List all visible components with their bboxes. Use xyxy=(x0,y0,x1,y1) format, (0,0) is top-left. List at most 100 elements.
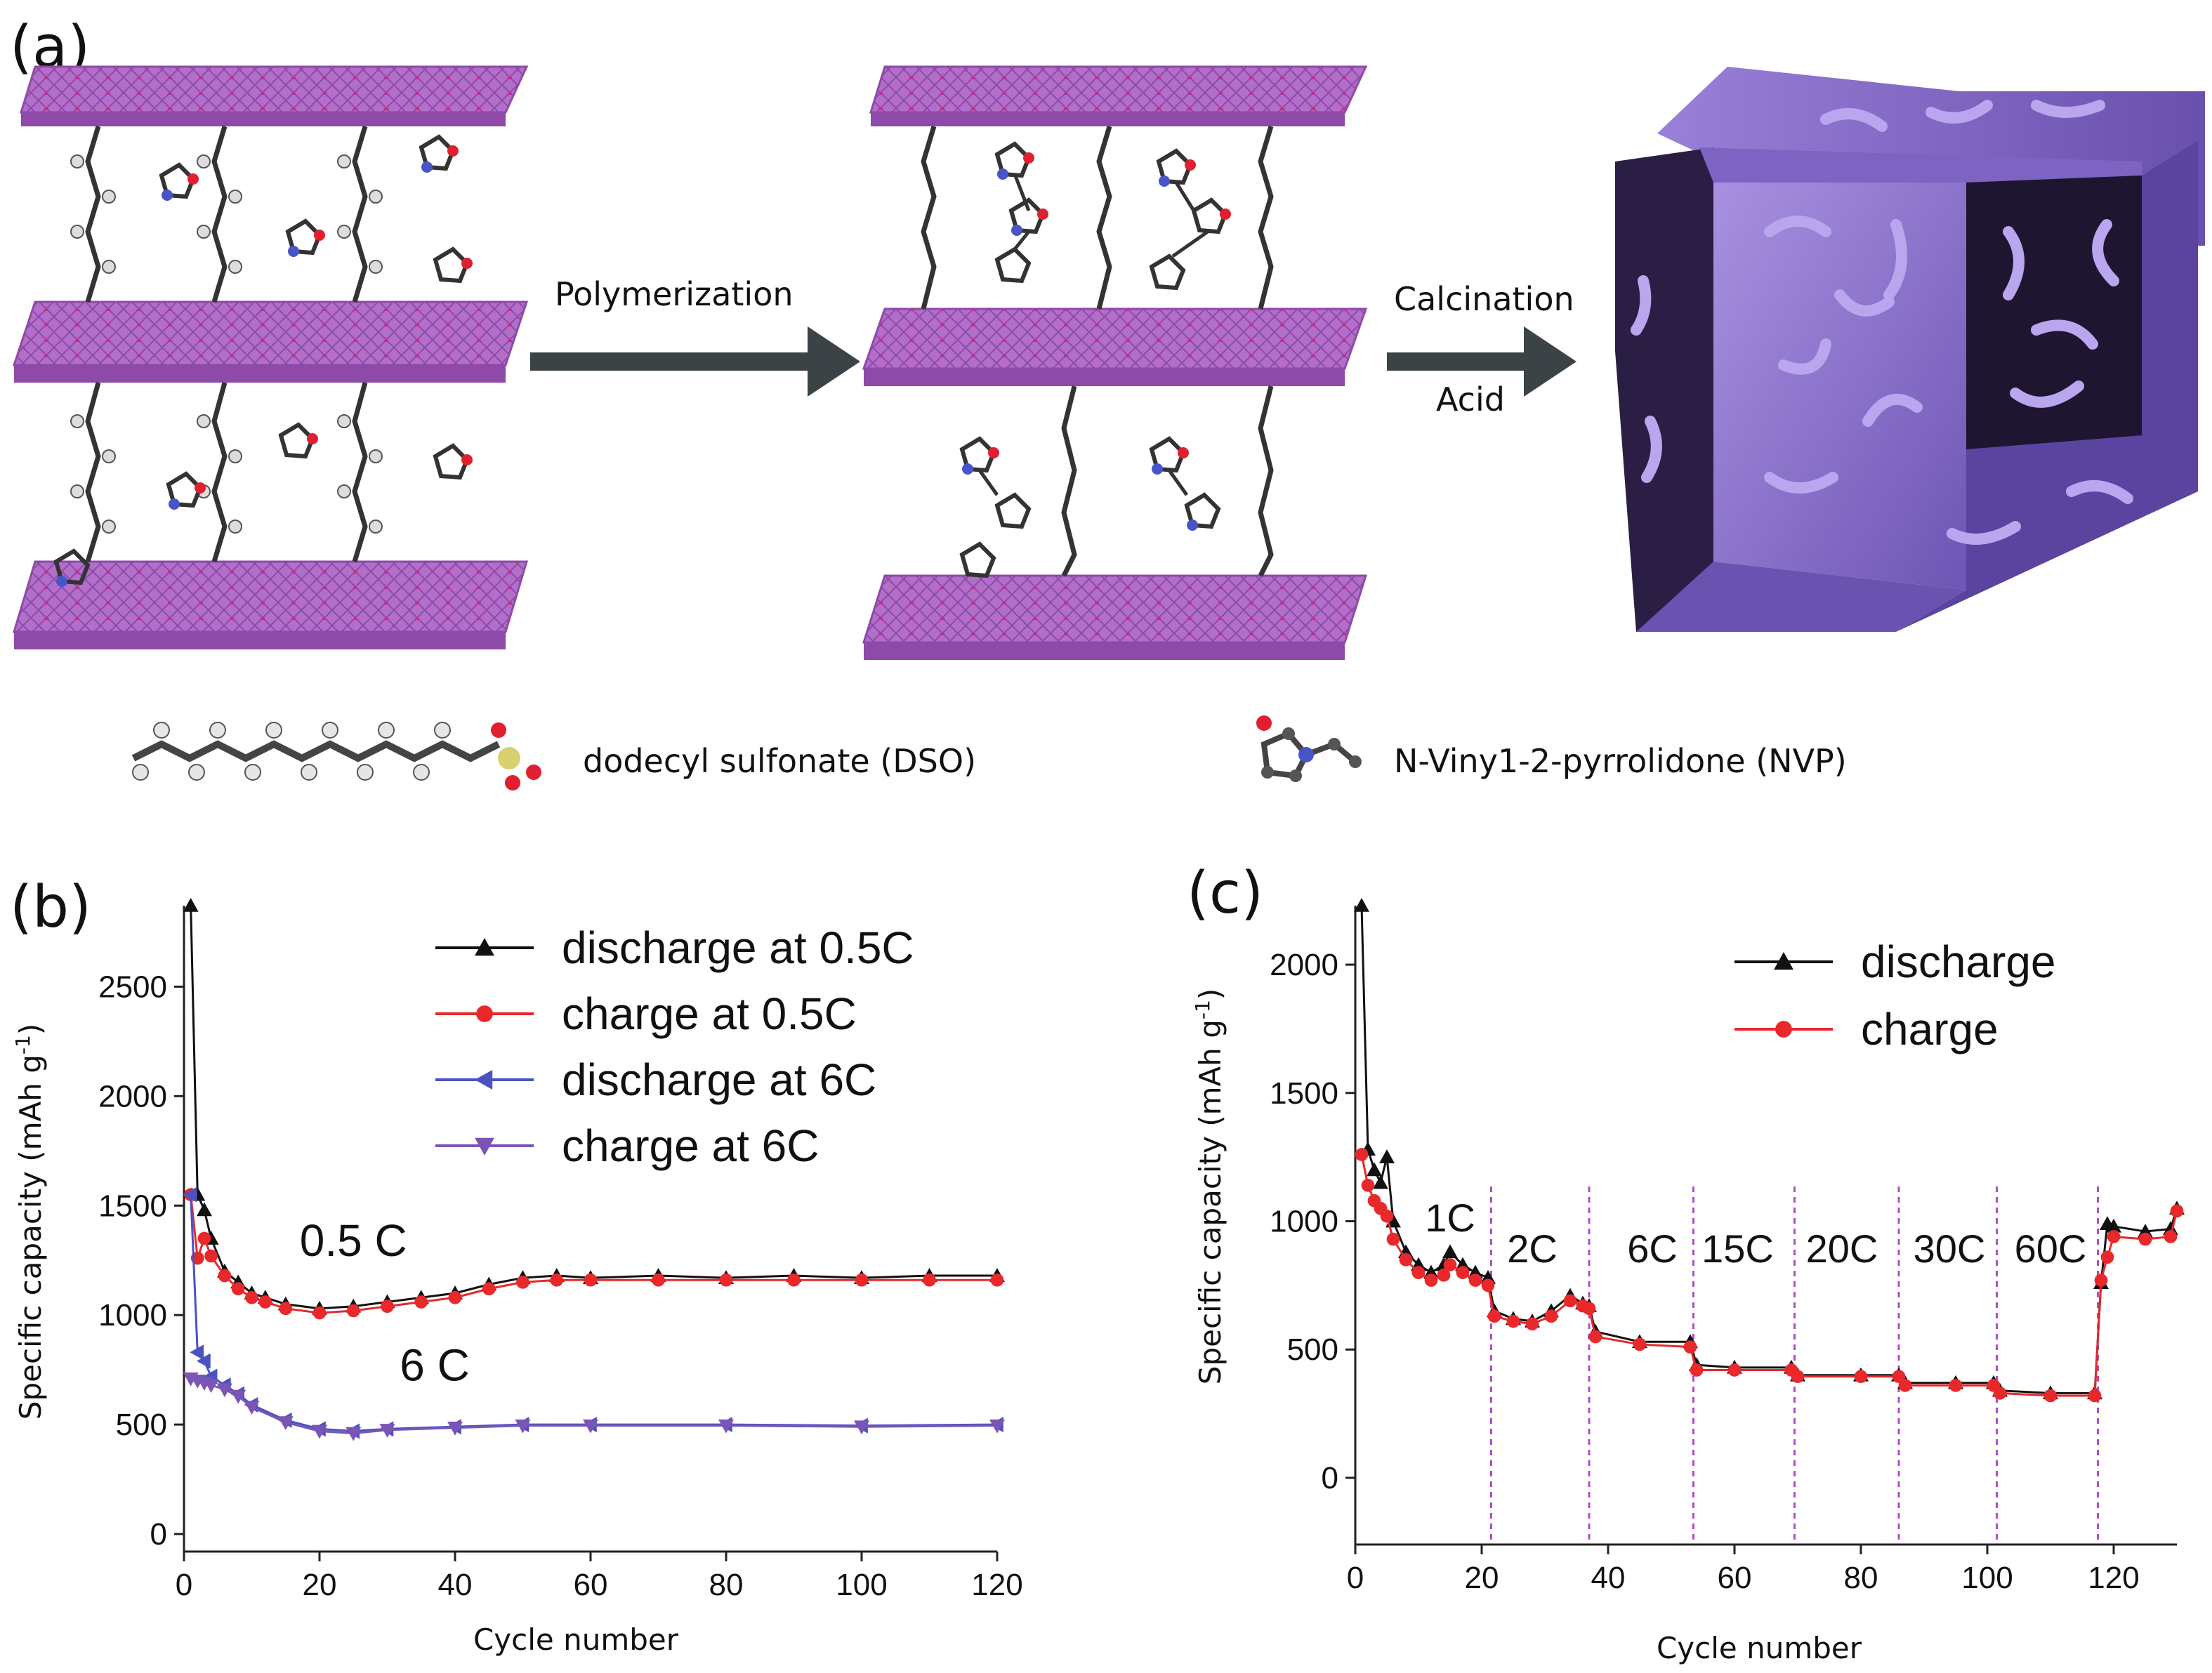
data-point xyxy=(1354,898,1369,912)
data-point xyxy=(1411,1266,1426,1279)
data-point xyxy=(1993,1387,2007,1400)
data-point xyxy=(1487,1309,1501,1323)
y-tick-label: 2500 xyxy=(98,970,167,1004)
rate-label: 1C xyxy=(1425,1196,1475,1240)
data-point xyxy=(1544,1309,1558,1323)
data-point xyxy=(718,1419,734,1434)
annotation-label: 0.5 C xyxy=(300,1215,407,1266)
data-point xyxy=(1361,1179,1375,1192)
data-point xyxy=(515,1419,531,1434)
data-point xyxy=(923,1273,936,1287)
calcination-label: Calcination xyxy=(1394,280,1574,318)
panel-b: (b) 0 20 40 60 80 100 120050010001500200025000… xyxy=(10,874,1023,1657)
polymerization-label: Polymerization xyxy=(555,275,794,313)
panel-b-label: (b) xyxy=(10,874,91,941)
legend-label: discharge xyxy=(1861,937,2056,987)
series-discharge xyxy=(1354,898,2185,1400)
panel-c-label: (c) xyxy=(1187,860,1263,927)
annotation-label: 6 C xyxy=(400,1340,470,1391)
data-point xyxy=(1443,1258,1457,1271)
data-point xyxy=(345,1427,362,1441)
data-point xyxy=(183,898,199,912)
acid-label: Acid xyxy=(1436,381,1505,418)
legend-label: charge xyxy=(1861,1004,1999,1054)
data-point xyxy=(277,1416,294,1430)
legend-label: charge at 0.5C xyxy=(562,988,857,1039)
nvp-molecule-icon xyxy=(1256,715,1362,782)
data-point xyxy=(550,1273,564,1287)
data-point xyxy=(2100,1250,2114,1264)
data-point xyxy=(1437,1268,1451,1282)
data-point xyxy=(203,1379,219,1393)
chart-c-xlabel: Cycle number xyxy=(1657,1631,1862,1665)
data-point xyxy=(1791,1370,1805,1383)
data-point xyxy=(2164,1230,2178,1243)
layered-structure-middle xyxy=(862,65,1368,660)
y-tick-label: 2000 xyxy=(98,1079,167,1113)
y-tick-label: 1000 xyxy=(1270,1205,1338,1239)
y-tick-label: 1000 xyxy=(98,1298,167,1333)
y-tick-label: 2000 xyxy=(1270,948,1338,982)
data-point xyxy=(2094,1274,2108,1287)
data-point xyxy=(2043,1389,2058,1403)
data-point xyxy=(183,1186,197,1203)
x-tick-label: 0 xyxy=(1347,1561,1364,1595)
data-point xyxy=(990,1273,1004,1287)
x-tick-label: 20 xyxy=(1465,1561,1499,1595)
series-charge xyxy=(1355,1148,2184,1403)
legend-dso-label: dodecyl sulfonate (DSO) xyxy=(583,742,976,780)
legend-marker xyxy=(476,1005,493,1022)
data-point xyxy=(279,1302,293,1316)
data-point xyxy=(230,1389,246,1404)
x-tick-label: 60 xyxy=(1718,1561,1752,1595)
data-point xyxy=(854,1420,869,1435)
data-point xyxy=(1456,1266,1470,1279)
data-point xyxy=(1854,1370,1868,1383)
chart-b-xlabel: Cycle number xyxy=(473,1622,679,1657)
x-tick-label: 120 xyxy=(2088,1561,2139,1595)
data-point xyxy=(312,1306,327,1320)
panel-a: (a) xyxy=(10,14,2205,791)
data-point xyxy=(447,1421,463,1436)
data-point xyxy=(516,1276,529,1289)
data-point xyxy=(448,1290,462,1304)
chart-c-ylabel: Specific capacity (mAh g-1) xyxy=(1191,988,1227,1384)
x-tick-label: 120 xyxy=(971,1568,1022,1602)
rate-label: 2C xyxy=(1507,1226,1558,1271)
data-point xyxy=(1380,1209,1394,1223)
series-charge-at-6c xyxy=(183,1372,1005,1441)
data-point xyxy=(1386,1232,1400,1246)
legend-nvp-label: N-Viny1-2-pyrrolidone (NVP) xyxy=(1394,742,1847,780)
data-point xyxy=(2170,1204,2184,1218)
data-point xyxy=(1373,1175,1388,1189)
data-point xyxy=(312,1424,327,1439)
data-point xyxy=(2107,1230,2121,1243)
series-line xyxy=(190,905,997,1310)
data-point xyxy=(1525,1317,1539,1331)
x-tick-label: 60 xyxy=(574,1568,608,1602)
data-point xyxy=(204,1249,218,1263)
polymerization-arrow: Polymerization xyxy=(530,275,860,397)
data-point xyxy=(1690,1363,1704,1377)
legend-marker xyxy=(475,938,494,956)
data-point xyxy=(414,1295,428,1309)
y-tick-label: 0 xyxy=(1322,1461,1338,1495)
data-point xyxy=(197,1231,211,1245)
data-point xyxy=(381,1300,394,1314)
x-tick-label: 40 xyxy=(438,1568,473,1602)
data-point xyxy=(196,1202,212,1217)
legend: discharge charge xyxy=(1734,937,2056,1054)
data-point xyxy=(1379,1149,1395,1163)
data-point xyxy=(1588,1330,1602,1344)
rate-label: 30C xyxy=(1914,1226,1986,1271)
data-point xyxy=(1727,1363,1742,1377)
legend-label: discharge at 0.5C xyxy=(562,923,914,973)
data-point xyxy=(584,1273,598,1287)
y-tick-label: 500 xyxy=(116,1408,167,1442)
data-point xyxy=(787,1273,801,1287)
panel-c: (c) 0 20 40 60 80 100 120 0 500 1000 1500 2000 1C 2C 6… xyxy=(1187,860,2185,1665)
data-point xyxy=(1468,1274,1482,1287)
legend-marker xyxy=(1775,1021,1792,1038)
legend-marker xyxy=(475,1137,494,1156)
